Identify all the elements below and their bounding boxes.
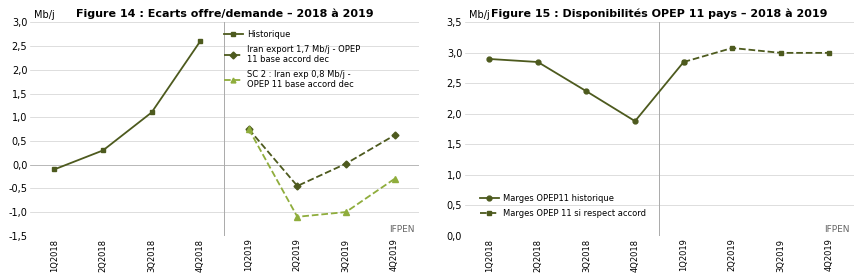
Title: Figure 14 : Ecarts offre/demande – 2018 à 2019: Figure 14 : Ecarts offre/demande – 2018 … — [76, 8, 373, 19]
Text: IFPEN: IFPEN — [823, 225, 849, 234]
Legend: Historique, Iran export 1,7 Mb/j - OPEP
11 base accord dec, SC 2 : Iran exp 0,8 : Historique, Iran export 1,7 Mb/j - OPEP … — [220, 27, 362, 93]
Legend: Marges OPEP11 historique, Marges OPEP 11 si respect accord: Marges OPEP11 historique, Marges OPEP 11… — [476, 190, 648, 221]
Text: Mb/j: Mb/j — [34, 10, 55, 20]
Title: Figure 15 : Disponibilités OPEP 11 pays – 2018 à 2019: Figure 15 : Disponibilités OPEP 11 pays … — [491, 8, 827, 19]
Text: Mb/j: Mb/j — [468, 10, 489, 20]
Text: IFPEN: IFPEN — [389, 225, 414, 234]
